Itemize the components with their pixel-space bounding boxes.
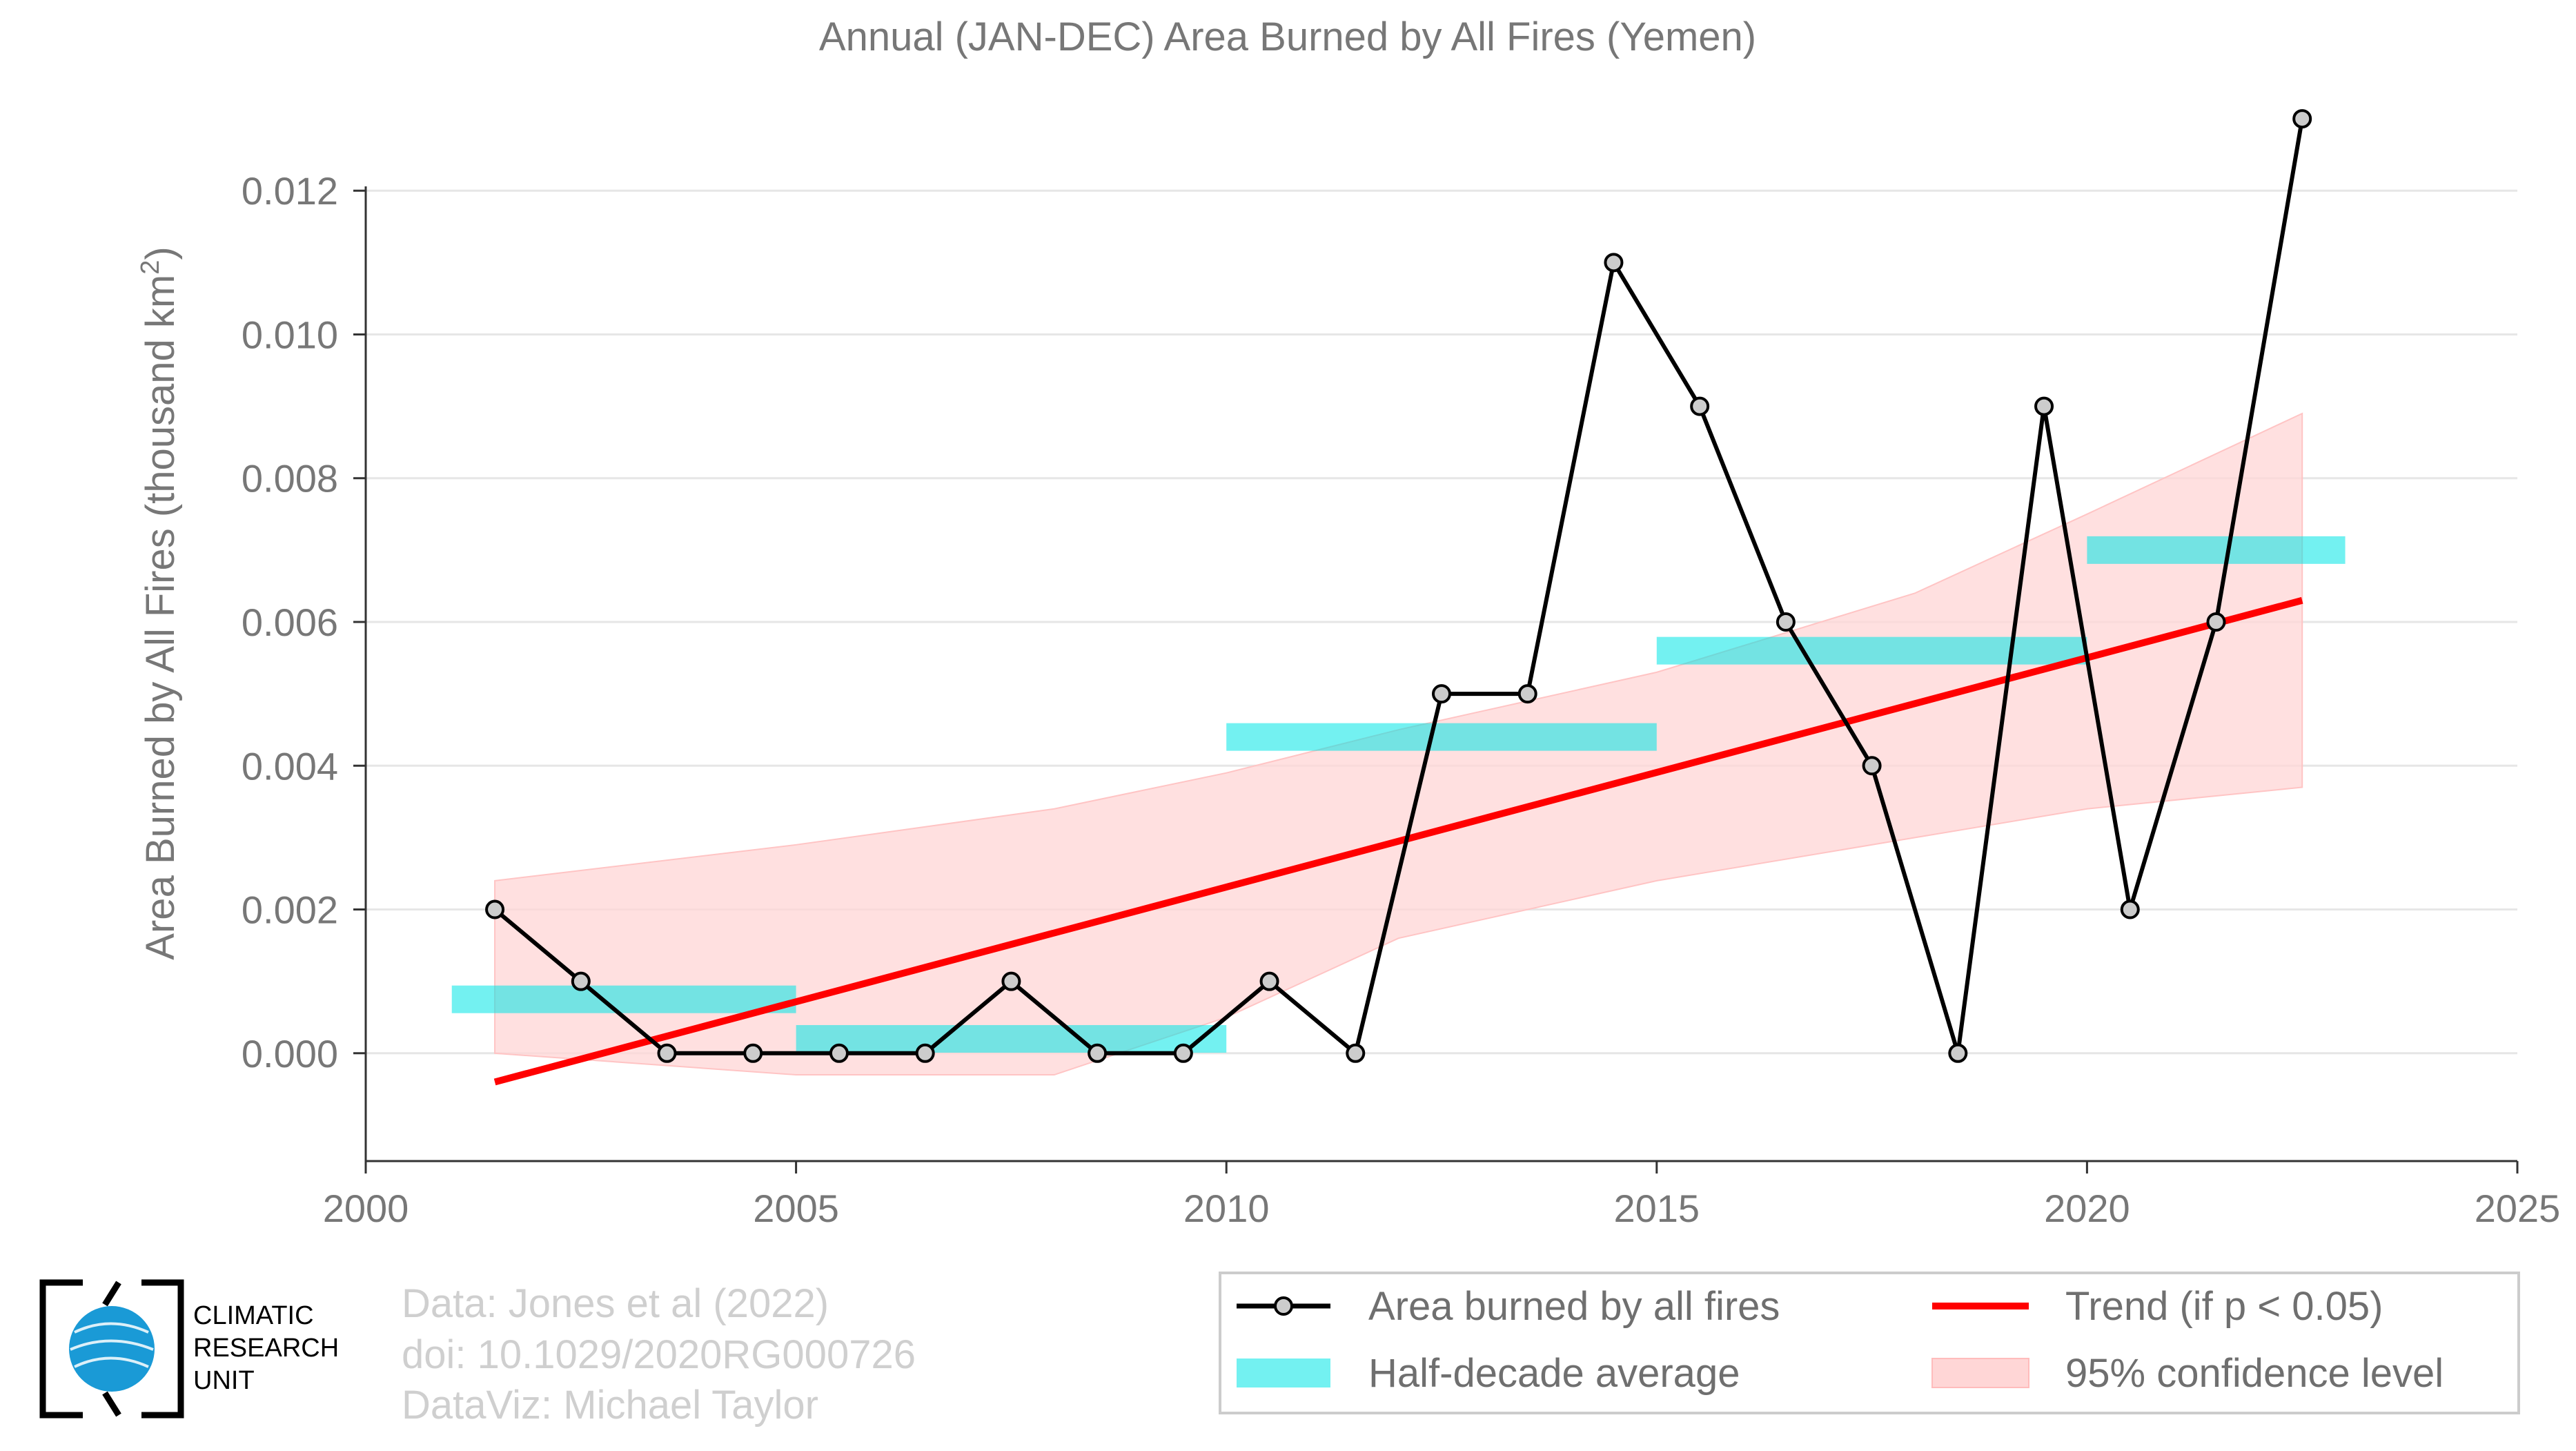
x-tick-label: 2000 xyxy=(323,1187,409,1230)
data-point xyxy=(1259,971,1279,991)
data-point xyxy=(1346,1043,1366,1063)
x-tick-label: 2005 xyxy=(753,1187,839,1230)
data-point xyxy=(657,1043,677,1063)
credit-doi: doi: 10.1029/2020RG000726 xyxy=(402,1332,916,1377)
legend-label-confidence: 95% confidence level xyxy=(2065,1351,2444,1396)
legend-label-trend: Trend (if p < 0.05) xyxy=(2065,1284,2383,1329)
legend-swatch-confidence xyxy=(1931,1358,2029,1388)
y-tick-label: 0.008 xyxy=(242,457,338,500)
data-point xyxy=(2206,612,2226,632)
y-axis-label-sup: 2 xyxy=(136,260,165,275)
data-point xyxy=(2120,899,2140,919)
half-decade-bar xyxy=(796,1024,1227,1053)
chart-title: Annual (JAN-DEC) Area Burned by All Fire… xyxy=(819,14,1756,59)
half-decade-layer xyxy=(451,536,2346,1053)
data-point xyxy=(1776,612,1796,632)
y-tick-label: 0.000 xyxy=(242,1032,338,1075)
y-axis-label: Area Burned by All Fires (thousand km2) xyxy=(136,246,183,960)
data-point xyxy=(1432,684,1451,704)
y-axis-label-close: ) xyxy=(138,246,183,260)
x-tick-label: 2025 xyxy=(2475,1187,2561,1230)
logo-text-climatic: CLIMATIC xyxy=(193,1301,314,1330)
data-point xyxy=(1690,396,1710,416)
credit-data: Data: Jones et al (2022) xyxy=(402,1281,829,1326)
data-point xyxy=(743,1043,763,1063)
x-tick-label: 2010 xyxy=(1183,1187,1270,1230)
area-burned-line xyxy=(493,118,2305,1055)
y-tick-label: 0.002 xyxy=(242,888,338,932)
data-point xyxy=(1604,253,1624,273)
legend-label-half-decade: Half-decade average xyxy=(1368,1351,1740,1396)
x-tick-label: 2015 xyxy=(1614,1187,1700,1230)
data-point xyxy=(1001,971,1021,991)
globe-icon xyxy=(69,1306,155,1392)
data-point xyxy=(915,1043,935,1063)
y-tick-label: 0.006 xyxy=(242,601,338,644)
series-layer xyxy=(485,109,2312,1063)
data-point xyxy=(829,1043,849,1063)
y-tick-label: 0.004 xyxy=(242,744,338,788)
data-point xyxy=(2292,109,2312,129)
data-point xyxy=(1173,1043,1193,1063)
half-decade-bar xyxy=(1656,636,2087,665)
axis-layer: 0.000 0.002 0.004 0.006 0.008 0.010 0.012 2000 2… xyxy=(242,169,2560,1230)
data-point xyxy=(1088,1043,1108,1063)
credit-dataviz: DataViz: Michael Taylor xyxy=(402,1383,818,1428)
y-tick-label: 0.012 xyxy=(242,169,338,213)
cru-logo: CLIMATIC RESEARCH UNIT xyxy=(39,1279,339,1419)
x-tick-label: 2020 xyxy=(2044,1187,2130,1230)
half-decade-bar xyxy=(451,985,796,1013)
legend-box xyxy=(1219,1272,2520,1414)
logo-text-research: RESEARCH xyxy=(193,1334,339,1363)
trend-line xyxy=(493,596,2303,1086)
legend-label-area-burned: Area burned by all fires xyxy=(1368,1284,1780,1329)
legend-swatch-half-decade xyxy=(1237,1359,1330,1387)
data-point xyxy=(571,971,591,991)
trend-layer xyxy=(493,596,2303,1086)
data-point xyxy=(485,899,505,919)
y-tick-label: 0.010 xyxy=(242,313,338,356)
data-point xyxy=(1862,756,1882,776)
legend-marker-area-burned xyxy=(1274,1296,1293,1316)
logo-text-unit: UNIT xyxy=(193,1366,255,1395)
half-decade-bar xyxy=(2087,536,2346,564)
data-point xyxy=(2034,396,2054,416)
half-decade-bar xyxy=(1226,723,1657,751)
data-point xyxy=(1948,1043,1968,1063)
legend: Area burned by all fires Trend (if p < 0… xyxy=(1219,1272,2520,1414)
data-point xyxy=(1517,684,1537,704)
